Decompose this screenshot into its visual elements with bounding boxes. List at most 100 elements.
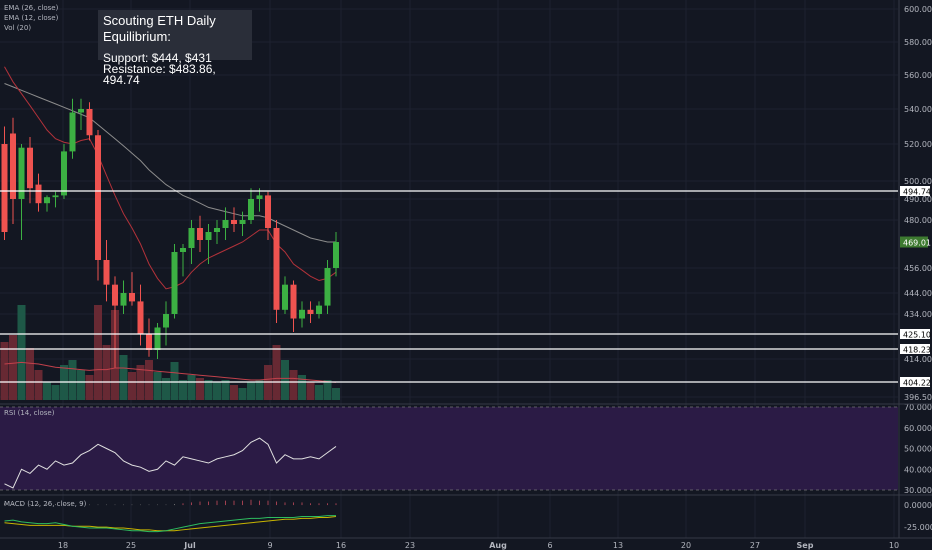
volume-bar-26: [221, 380, 230, 400]
volume-bar-23: [196, 378, 204, 400]
x-tick-11: Sep: [797, 541, 814, 550]
rsi-tick-1: 60.0000: [904, 424, 932, 433]
macd-hist-3: [29, 504, 31, 506]
volume-bar-22: [187, 375, 196, 400]
price-tick-0: 600.00: [904, 5, 932, 14]
candle-body-2: [18, 147, 25, 199]
candle-body-19: [163, 314, 169, 328]
candle-body-0: [1, 144, 8, 232]
macd-hist-36: [310, 503, 311, 506]
candles: [1, 98, 339, 368]
volume-ma-line: [4, 361, 337, 383]
macd-hist-6: [55, 504, 56, 506]
x-tick-5: 23: [405, 541, 415, 550]
candle-body-27: [231, 220, 237, 224]
volume-label: Vol (20): [4, 24, 32, 32]
volume-bar-6: [51, 385, 60, 400]
candle-body-29: [248, 199, 254, 220]
level-tag-1: 425.10: [903, 331, 931, 340]
candle-body-13: [112, 284, 118, 306]
macd-line: [4, 515, 336, 533]
ema-lines: [4, 66, 337, 290]
candle-body-17: [146, 334, 152, 350]
candle-body-39: [333, 242, 339, 268]
candle-body-10: [86, 109, 93, 136]
grid-lines: [0, 0, 898, 538]
level-tag-0: 494.74: [903, 188, 931, 197]
volume-bar-35: [298, 375, 306, 400]
price-tick-10: 434.00: [904, 310, 932, 319]
volume-bar-19: [162, 378, 170, 400]
x-tick-4: 16: [336, 541, 346, 550]
x-tick-0: 18: [58, 541, 68, 550]
macd-hist-37: [318, 503, 320, 506]
price-tick-7: 480.00: [904, 216, 932, 225]
candle-body-22: [188, 228, 195, 248]
rsi-tick-2: 50.0000: [904, 445, 932, 454]
rsi-tick-4: 30.0000: [904, 486, 932, 495]
volume-bar-36: [306, 382, 315, 400]
volume-bar-18: [153, 372, 162, 400]
volume-bar-15: [128, 372, 136, 400]
volume-bar-17: [145, 360, 153, 400]
candle-body-6: [52, 195, 59, 198]
price-tick-1: 580.00: [904, 38, 932, 47]
volume-bar-12: [102, 345, 111, 400]
candle-body-9: [78, 109, 84, 113]
macd-hist-34: [293, 502, 294, 506]
rsi-tick-0: 70.0000: [904, 403, 932, 412]
x-tick-3: 9: [267, 541, 272, 550]
volume-bar-28: [238, 388, 247, 400]
candle-body-35: [299, 309, 305, 319]
level-tag-bg-2: [900, 344, 930, 354]
candle-body-24: [205, 232, 212, 240]
candle-body-26: [222, 220, 229, 228]
ema12-line: [4, 66, 337, 290]
macd-hist-35: [301, 502, 303, 506]
rsi-band: [0, 407, 898, 490]
macd-hist-29: [250, 499, 252, 506]
macd-label: MACD (12, 26, close, 9): [4, 500, 87, 508]
macd-hist-23: [199, 501, 201, 506]
macd-hist-1: [12, 503, 14, 506]
level-tag-3: 404.22: [903, 379, 931, 388]
x-tick-12: 10: [889, 541, 899, 550]
candle-body-1: [10, 133, 16, 199]
price-tick-4: 520.00: [904, 140, 932, 149]
candle-body-32: [273, 228, 280, 310]
candle-body-15: [129, 293, 135, 302]
candle-body-28: [239, 220, 246, 224]
x-tick-1: 25: [126, 541, 136, 550]
rsi-line: [4, 437, 337, 489]
macd-tick-0: 0.0000: [904, 501, 932, 510]
macd-hist-26: [225, 500, 226, 506]
volume-bar-21: [179, 380, 187, 400]
volume-bar-30: [255, 380, 264, 400]
volume-bar-27: [230, 385, 238, 400]
candle-body-16: [137, 301, 144, 335]
candle-body-34: [290, 284, 297, 319]
volume-bar-34: [289, 370, 298, 400]
macd-signal-line: [4, 516, 337, 532]
candle-body-5: [44, 197, 50, 204]
volume-bar-2: [17, 305, 26, 400]
volume-bar-38: [323, 380, 332, 400]
candle-body-37: [316, 305, 322, 314]
macd-hist-25: [216, 500, 218, 506]
macd-hist-24: [208, 501, 209, 506]
volume-bar-0: [0, 342, 9, 400]
macd-hist-33: [284, 502, 286, 506]
macd-hist-32: [276, 501, 277, 506]
candle-body-14: [120, 293, 127, 306]
macd-hist-21: [182, 503, 184, 506]
macd-hist-4: [38, 504, 39, 506]
volume-bar-14: [119, 355, 128, 400]
level-tag-bg-3: [900, 377, 930, 387]
level-tag-2: 418.23: [903, 346, 931, 355]
macd-hist-30: [259, 500, 260, 506]
macd-hist-0: [4, 503, 5, 506]
candle-body-31: [265, 195, 271, 228]
candle-body-3: [27, 147, 33, 189]
